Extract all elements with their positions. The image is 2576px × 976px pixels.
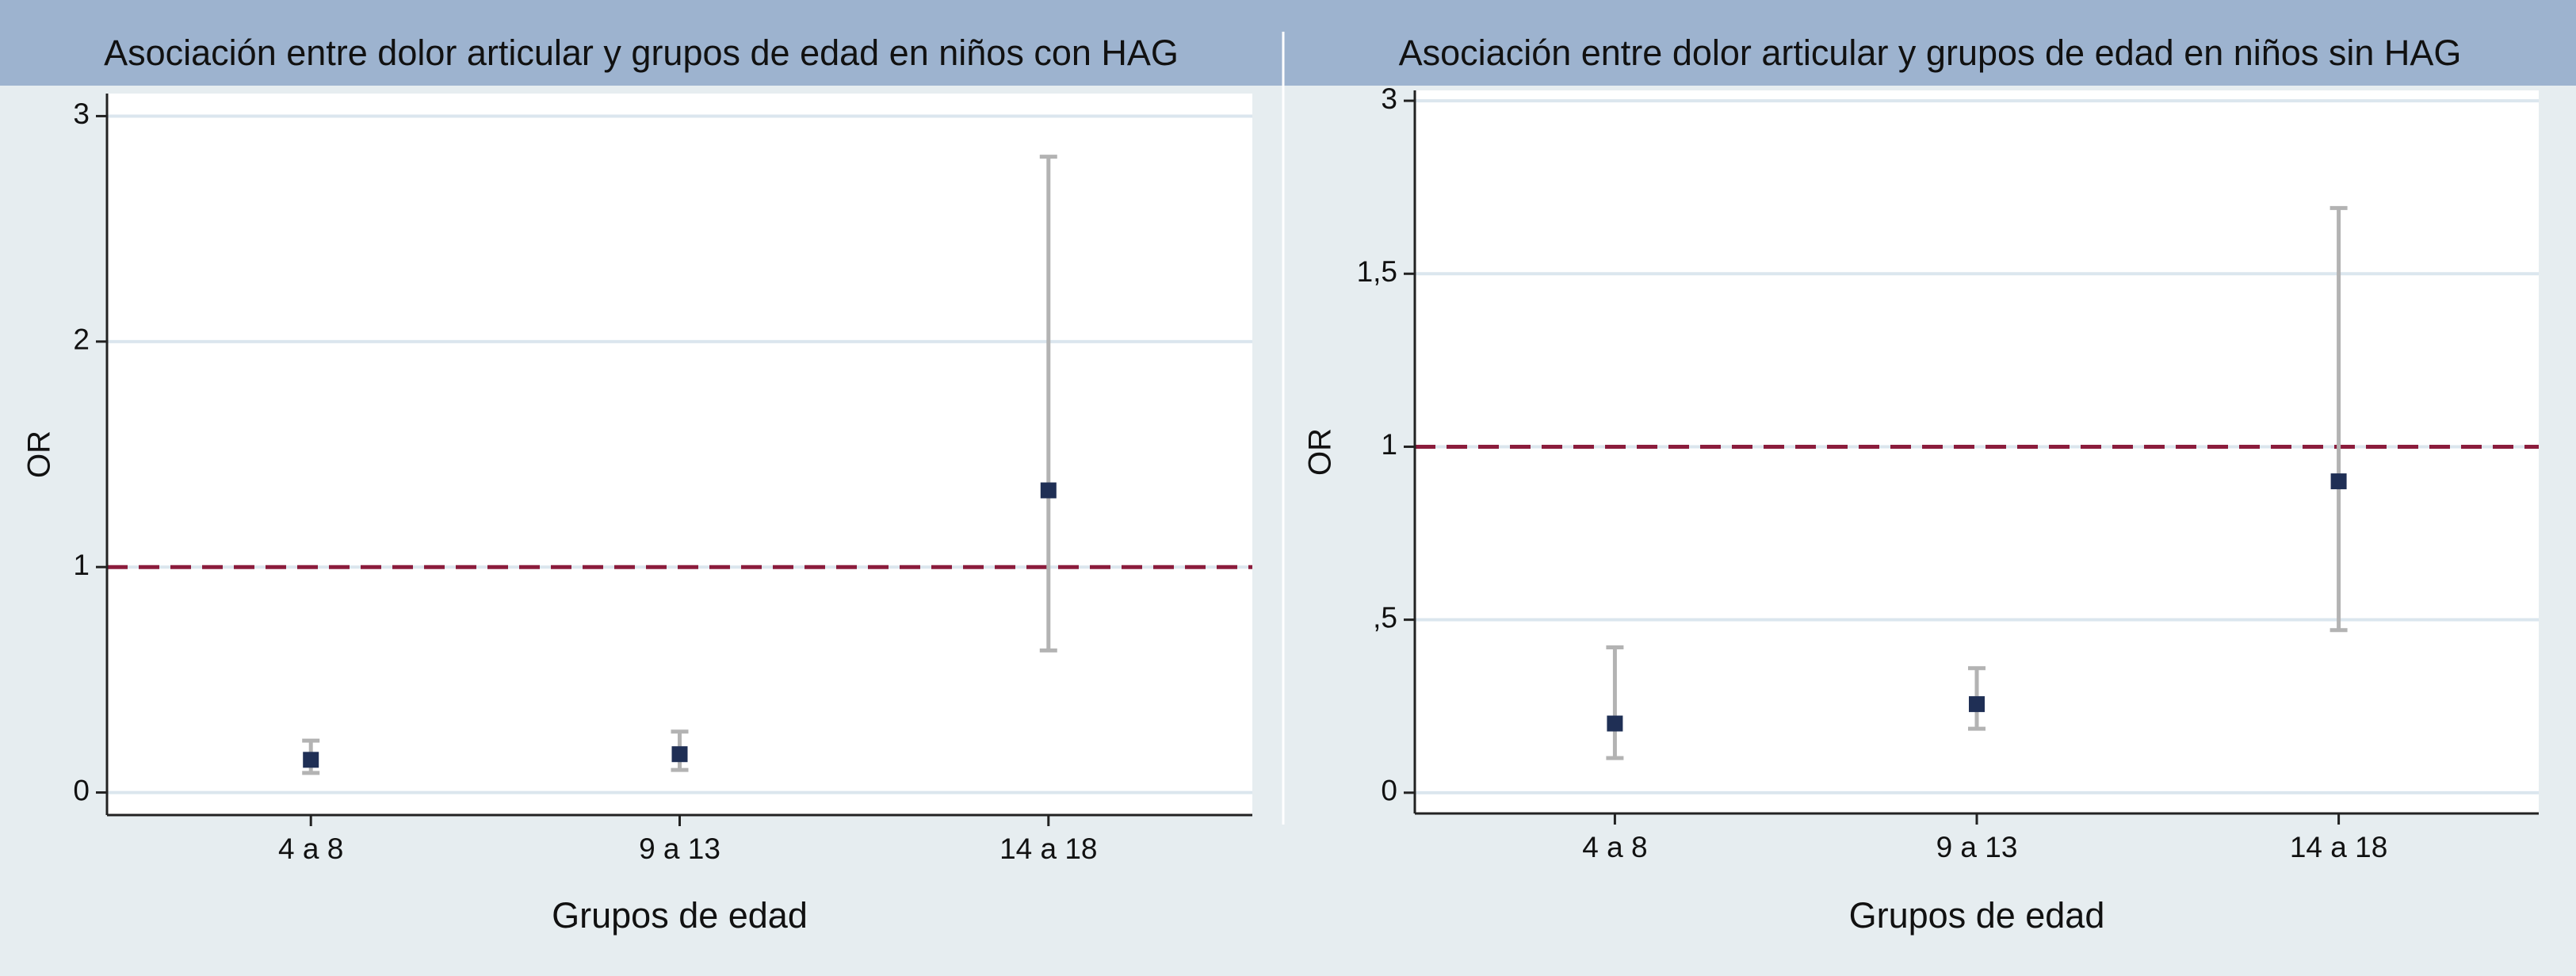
title-bar bbox=[0, 0, 2576, 86]
x-tick-label: 14 a 18 bbox=[2290, 831, 2387, 863]
plot-area bbox=[107, 94, 1252, 815]
y-tick-label: 0 bbox=[1381, 775, 1397, 807]
y-tick-label: 1 bbox=[1381, 428, 1397, 461]
x-axis-title: Grupos de edad bbox=[552, 895, 808, 936]
x-tick-label: 4 a 8 bbox=[1582, 831, 1647, 863]
y-tick-label: 3 bbox=[73, 98, 90, 130]
marker bbox=[1607, 715, 1623, 732]
chart-title: Asociación entre dolor articular y grupo… bbox=[1399, 33, 2462, 73]
x-axis-title: Grupos de edad bbox=[1849, 895, 2105, 936]
marker bbox=[1969, 696, 1985, 713]
y-tick-label: ,5 bbox=[1373, 601, 1397, 633]
marker bbox=[2330, 473, 2347, 490]
marker bbox=[1040, 482, 1057, 499]
y-tick-label: 1,5 bbox=[1357, 255, 1397, 288]
x-tick-label: 14 a 18 bbox=[999, 832, 1097, 865]
chart-title: Asociación entre dolor articular y grupo… bbox=[104, 33, 1179, 73]
y-axis-title: OR bbox=[1303, 428, 1338, 476]
y-tick-label: 2 bbox=[73, 323, 90, 356]
x-tick-label: 9 a 13 bbox=[639, 832, 720, 865]
y-tick-label: 3 bbox=[1381, 82, 1397, 115]
y-tick-label: 1 bbox=[73, 549, 90, 581]
y-axis-title: OR bbox=[22, 431, 57, 478]
marker bbox=[671, 746, 688, 763]
y-tick-label: 0 bbox=[73, 774, 90, 806]
x-tick-label: 9 a 13 bbox=[1936, 831, 2018, 863]
marker bbox=[303, 752, 319, 768]
x-tick-label: 4 a 8 bbox=[278, 832, 343, 865]
